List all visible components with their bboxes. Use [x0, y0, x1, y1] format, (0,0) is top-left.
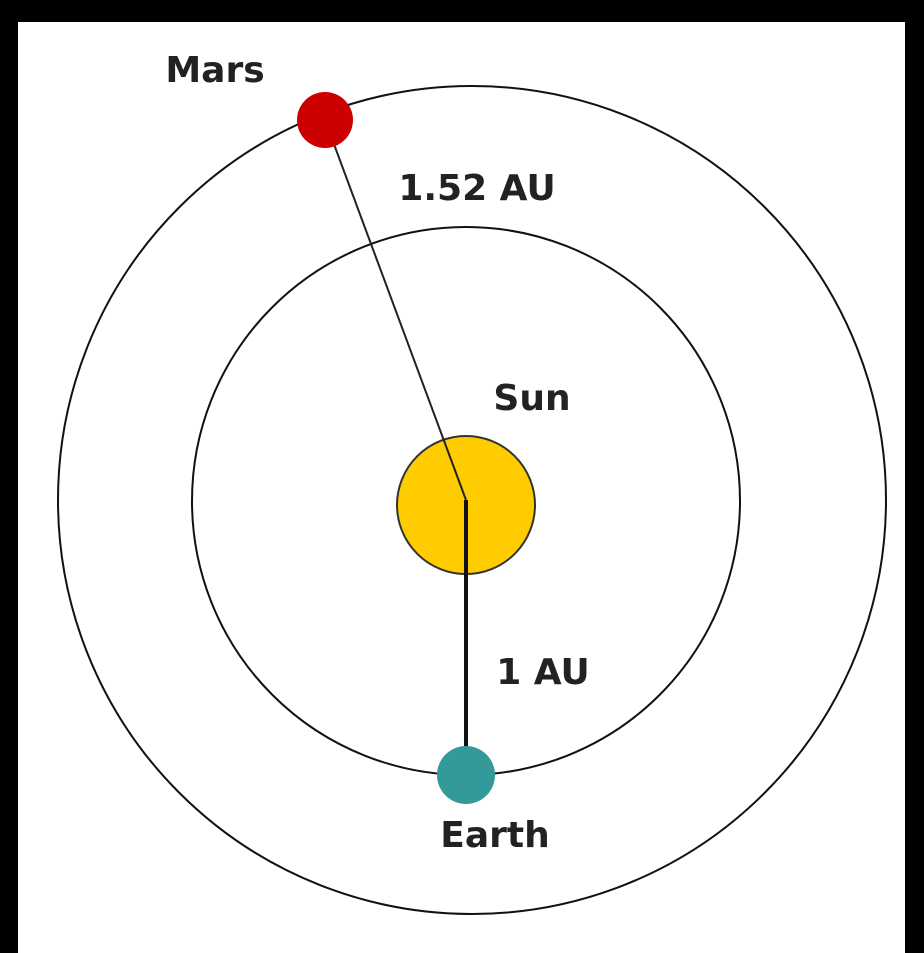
mars	[297, 92, 353, 148]
mars-label: Mars	[165, 50, 264, 91]
mars-distance-label: 1.52 AU	[398, 168, 555, 209]
diagram: Mars 1.52 AU Sun 1 AU Earth	[0, 0, 924, 953]
sun-label: Sun	[493, 378, 570, 419]
earth-distance-label: 1 AU	[496, 652, 590, 693]
earth-label: Earth	[440, 815, 549, 856]
page: {"nodes": [ {"label": "Mars"}, {"label":…	[0, 0, 924, 953]
earth	[437, 746, 495, 804]
